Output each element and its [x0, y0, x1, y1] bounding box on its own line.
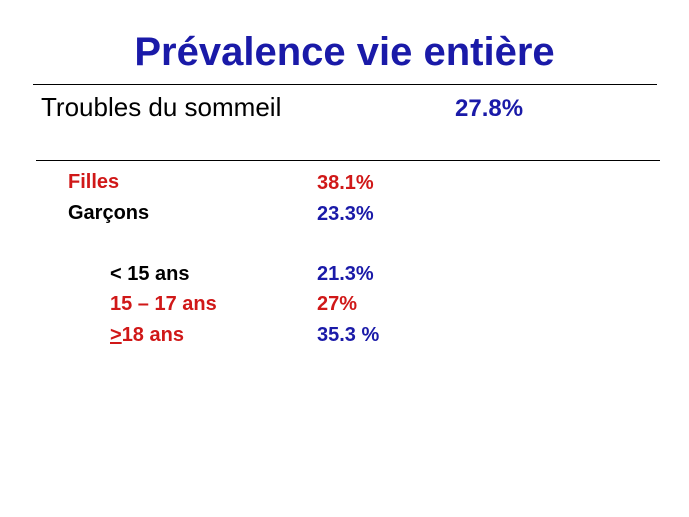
main-label: Troubles du sommeil	[41, 92, 282, 122]
boys-value: 23.3%	[317, 203, 374, 225]
age-over18-label: >18 ans	[110, 323, 184, 347]
age-15-17-value: 27%	[317, 293, 358, 315]
age-over18-value: 35.3 %	[317, 324, 380, 346]
age-15-17-label: 15 – 17 ans	[110, 293, 217, 315]
boys-label: Garçons	[68, 202, 150, 224]
age-under15-value: 21.3%	[317, 263, 374, 285]
greater-equal-sign: >	[110, 324, 122, 346]
age-over18-text: 18 ans	[121, 324, 184, 346]
main-value: 27.8%	[455, 95, 524, 122]
slide-title: Prévalence vie entière	[134, 30, 555, 74]
top-divider	[33, 84, 657, 85]
girls-label: Filles	[68, 171, 120, 193]
age-under15-label: < 15 ans	[110, 263, 190, 285]
bottom-divider	[36, 160, 660, 161]
girls-value: 38.1%	[317, 172, 374, 194]
